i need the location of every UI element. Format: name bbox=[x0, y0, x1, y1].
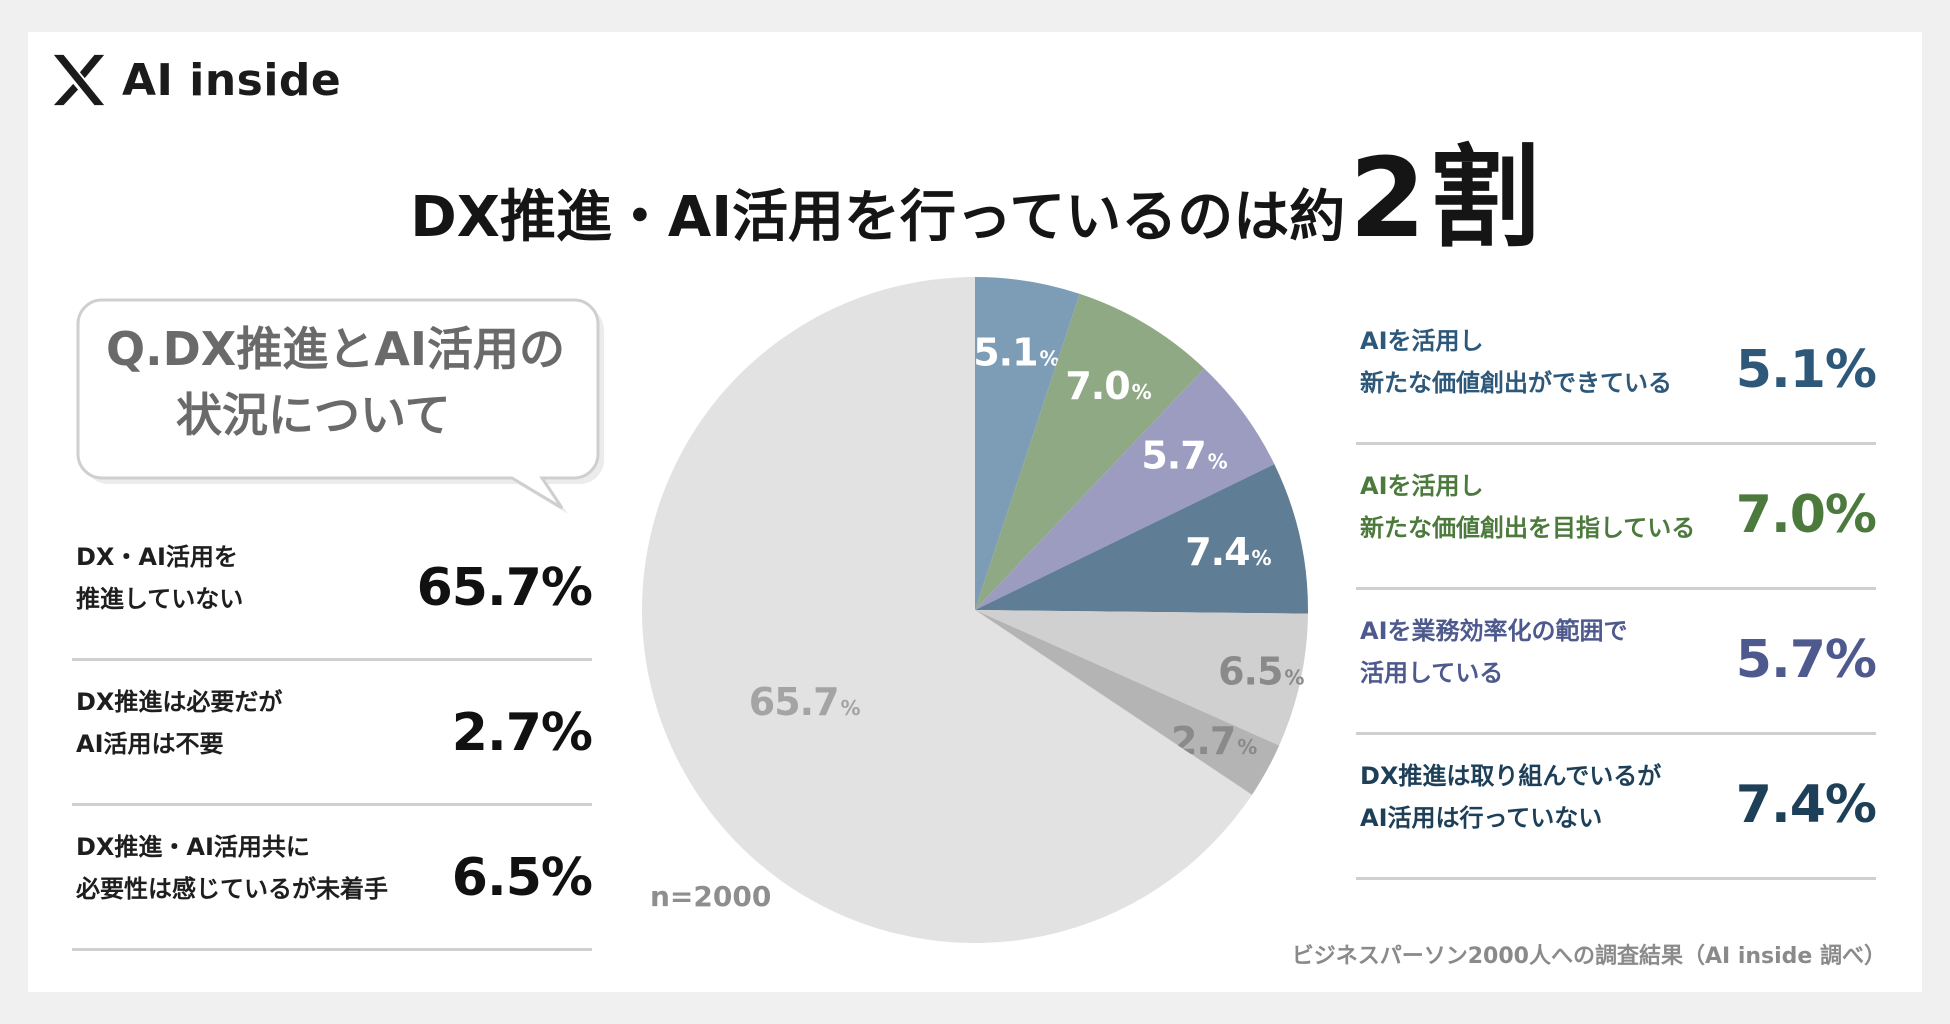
question-line-1: Q.DX推進とAI活用の bbox=[106, 322, 565, 376]
page-title: DX推進・AI活用を行っているのは約2割 bbox=[0, 108, 1950, 268]
question-bubble: Q.DX推進とAI活用の 状況について bbox=[72, 294, 612, 514]
legend-value: 5.7% bbox=[1735, 630, 1877, 690]
brand-logo: AI inside bbox=[50, 50, 341, 110]
legend-label-line-2: AI活用は不要 bbox=[76, 730, 224, 758]
right-legend: AIを活用し 新たな価値創出ができている 5.1% AIを活用し 新たな価値創出… bbox=[1356, 300, 1877, 880]
legend-label: AIを活用し 新たな価値創出ができている bbox=[1360, 320, 1672, 404]
legend-label-line-1: AIを活用し bbox=[1360, 327, 1484, 355]
legend-item-efficiency: AIを業務効率化の範囲で 活用している 5.7% bbox=[1356, 590, 1877, 735]
legend-item-not-started: DX推進・AI活用共に 必要性は感じているが未着手 6.5% bbox=[72, 806, 593, 951]
legend-label-line-1: AIを活用し bbox=[1360, 472, 1484, 500]
title-main: DX推進・AI活用を行っているのは約 bbox=[410, 185, 1346, 250]
sample-size-label: n=2000 bbox=[650, 880, 772, 913]
speech-bubble-shape bbox=[76, 298, 604, 514]
legend-label: DX推進・AI活用共に 必要性は感じているが未着手 bbox=[76, 826, 388, 910]
legend-item-value-creation: AIを活用し 新たな価値創出ができている 5.1% bbox=[1356, 300, 1877, 445]
source-footnote: ビジネスパーソン2000人への調査結果（AI inside 調べ） bbox=[1291, 944, 1886, 969]
legend-label-line-2: 活用している bbox=[1360, 659, 1504, 687]
legend-value: 2.7% bbox=[451, 703, 593, 763]
legend-value: 65.7% bbox=[416, 558, 593, 618]
legend-label-line-2: AI活用は行っていない bbox=[1360, 804, 1603, 832]
legend-label: DX推進は取り組んでいるが AI活用は行っていない bbox=[1360, 755, 1661, 839]
legend-label: AIを活用し 新たな価値創出を目指している bbox=[1360, 465, 1695, 549]
legend-value: 7.0% bbox=[1735, 485, 1877, 545]
legend-label-line-2: 推進していない bbox=[76, 585, 244, 613]
legend-value: 5.1% bbox=[1735, 340, 1877, 400]
x-logo-icon bbox=[53, 54, 105, 106]
legend-label-line-1: DX・AI活用を bbox=[76, 543, 238, 571]
question-text: Q.DX推進とAI活用の 状況について bbox=[106, 316, 606, 448]
legend-item-ai-unneeded: DX推進は必要だが AI活用は不要 2.7% bbox=[72, 661, 593, 806]
legend-label-line-2: 新たな価値創出を目指している bbox=[1360, 514, 1696, 542]
legend-label-line-1: DX推進・AI活用共に bbox=[76, 833, 310, 861]
legend-label-line-1: DX推進は取り組んでいるが bbox=[1360, 762, 1662, 790]
legend-value: 6.5% bbox=[451, 848, 593, 908]
legend-value: 7.4% bbox=[1735, 775, 1877, 835]
question-line-2: 状況について bbox=[176, 388, 451, 442]
legend-label-line-2: 新たな価値創出ができている bbox=[1360, 369, 1672, 397]
legend-label-line-1: AIを業務効率化の範囲で bbox=[1360, 617, 1628, 645]
legend-label: DX・AI活用を 推進していない bbox=[76, 536, 243, 620]
legend-item-aiming-value: AIを活用し 新たな価値創出を目指している 7.0% bbox=[1356, 445, 1877, 590]
legend-label-line-2: 必要性は感じているが未着手 bbox=[76, 875, 388, 903]
brand-name: AI inside bbox=[122, 54, 342, 106]
title-emphasis-number: 2 bbox=[1349, 134, 1426, 262]
legend-item-not-promoting: DX・AI活用を 推進していない 65.7% bbox=[72, 516, 593, 661]
legend-label: AIを業務効率化の範囲で 活用している bbox=[1360, 610, 1628, 694]
left-legend: DX・AI活用を 推進していない 65.7% DX推進は必要だが AI活用は不要… bbox=[72, 516, 593, 951]
title-emphasis-unit: 割 bbox=[1429, 134, 1540, 262]
legend-item-dx-only: DX推進は取り組んでいるが AI活用は行っていない 7.4% bbox=[1356, 735, 1877, 880]
legend-label-line-1: DX推進は必要だが bbox=[76, 688, 283, 716]
legend-label: DX推進は必要だが AI活用は不要 bbox=[76, 681, 282, 765]
